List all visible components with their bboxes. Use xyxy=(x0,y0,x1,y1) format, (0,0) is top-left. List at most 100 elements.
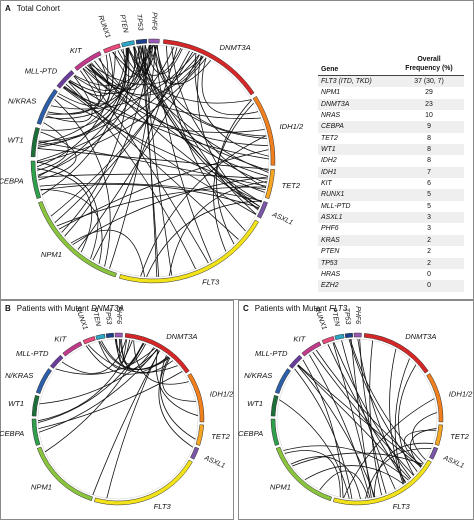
gene-label: CEBPA xyxy=(0,429,24,438)
chord-line xyxy=(369,340,382,496)
chord-line xyxy=(63,86,265,133)
segment-dnmt3a xyxy=(124,333,190,374)
table-cell-frequency: 0 xyxy=(427,270,431,278)
table-row: MLL-PTD 5 xyxy=(318,201,464,212)
segment-flt3 xyxy=(119,219,259,284)
gene-segments: DNMT3A IDH1/2 TET2 ASXL1 FLT3 NPM1 CEBPA WT1 N/K… xyxy=(238,306,473,511)
inner-ring xyxy=(276,338,438,500)
gene-label: WT1 xyxy=(8,136,24,145)
chord-line xyxy=(302,359,344,498)
chord-line xyxy=(216,99,252,245)
chord-line xyxy=(357,338,406,483)
chord-line xyxy=(284,450,341,498)
table-cell-gene: IDH2 xyxy=(321,157,337,165)
gene-label: ASXL1 xyxy=(441,454,465,470)
table-cell-gene: FLT3 (ITD, TKD) xyxy=(321,78,372,85)
chord-line xyxy=(77,54,200,250)
gene-label: DNMT3A xyxy=(219,43,250,52)
table-row: IDH1 7 xyxy=(318,166,464,179)
segment-flt3 xyxy=(332,459,432,506)
table-cell-gene: NPM1 xyxy=(321,89,341,97)
chord-line xyxy=(341,340,396,490)
gene-label: PHF6 xyxy=(150,12,157,30)
chord-line xyxy=(290,456,361,500)
chord-line xyxy=(304,465,404,485)
segment-asxl1 xyxy=(190,446,200,460)
chord-line xyxy=(45,45,141,119)
chord-line xyxy=(68,80,270,160)
gene-label: FLT3 xyxy=(393,502,411,511)
gene-label: WT1 xyxy=(247,399,263,408)
segment-phf6 xyxy=(353,332,362,338)
chord-line xyxy=(332,342,375,498)
chord-line xyxy=(56,95,265,193)
panel-total-cohort: A Total Cohort DNMT3A IDH1/2 TET2 ASXL1 FLT3 N… xyxy=(0,0,474,300)
frequency-table: Gene Overall Frequency (%) FLT3 (ITD, TK… xyxy=(318,43,464,292)
table-row: HRAS 0 xyxy=(318,269,464,280)
chord-line xyxy=(61,339,127,374)
chord-line xyxy=(162,357,197,402)
table-cell-frequency: 2 xyxy=(427,236,431,244)
chord-line xyxy=(394,358,410,484)
segment-wt1 xyxy=(270,394,279,417)
segment-pten xyxy=(121,40,135,48)
table-row: PHF6 3 xyxy=(318,223,464,234)
header-frequency: Overall Frequency (%) xyxy=(405,56,453,72)
segment-pten xyxy=(334,333,345,341)
chord-line xyxy=(153,44,212,262)
chord-line xyxy=(87,45,146,90)
gene-segments: DNMT3A IDH1/2 TET2 ASXL1 FLT3 NPM1 CEBPA WT1 N/K… xyxy=(0,12,304,286)
gene-label: RUNX1 xyxy=(96,15,111,40)
segment-runx1 xyxy=(103,43,121,54)
table-cell-gene: TET2 xyxy=(321,134,338,142)
segment-tet2 xyxy=(434,424,444,446)
chord-line xyxy=(155,349,199,417)
chord-line xyxy=(89,56,204,85)
table-cell-gene: MLL-PTD xyxy=(321,202,351,210)
chord-line xyxy=(56,186,267,227)
table-cell-frequency: 29 xyxy=(425,89,433,97)
segment-n-kras xyxy=(274,368,292,394)
chord-line xyxy=(365,448,432,499)
gene-label: IDH1/2 xyxy=(449,389,473,398)
table-cell-gene: WT1 xyxy=(321,146,336,154)
gene-label: CEBPA xyxy=(238,429,263,438)
segment-idh1-2 xyxy=(187,373,205,423)
chord-line xyxy=(38,371,183,429)
chord-line xyxy=(343,398,435,499)
chord-line xyxy=(50,51,194,217)
gene-label: IDH1/2 xyxy=(210,389,234,398)
chord-line xyxy=(412,412,437,461)
gene-label: TP53 xyxy=(103,307,112,324)
chord-line xyxy=(234,185,266,203)
segment-phf6 xyxy=(114,332,123,338)
gene-label: IDH1/2 xyxy=(280,122,304,131)
chord-layer xyxy=(37,338,199,499)
chord-line xyxy=(398,364,417,476)
segment-mll-ptd xyxy=(288,354,303,369)
table-cell-gene: TP53 xyxy=(321,259,338,267)
segment-mll-ptd xyxy=(56,69,75,89)
segment-runx1 xyxy=(321,336,335,345)
gene-label: PHF6 xyxy=(354,306,361,324)
chord-line xyxy=(58,63,101,107)
chord-line xyxy=(133,45,141,73)
circos-plot-dnmt3a: DNMT3A IDH1/2 TET2 ASXL1 FLT3 NPM1 CEBPA WT1 N/K… xyxy=(0,306,234,511)
segment-n-kras xyxy=(35,368,53,394)
gene-label: TET2 xyxy=(211,432,230,441)
table-cell-gene: NRAS xyxy=(321,112,341,120)
table-cell-gene: HRAS xyxy=(321,270,341,278)
gene-label: KIT xyxy=(70,46,83,55)
chord-line xyxy=(37,340,133,422)
table-cell-gene: CEBPA xyxy=(321,123,344,131)
panel-c-title: C Patients with Mutant FLT3 xyxy=(243,304,348,313)
segment-kit xyxy=(74,51,102,71)
circos-plot-total: DNMT3A IDH1/2 TET2 ASXL1 FLT3 NPM1 CEBPA WT1 N/K… xyxy=(0,12,304,286)
table-row: IDH2 8 xyxy=(318,155,464,166)
table-cell-gene: RUNX1 xyxy=(321,191,345,199)
segment-tp53 xyxy=(105,332,114,339)
segment-tp53 xyxy=(135,38,148,45)
gene-label: ASXL1 xyxy=(202,454,226,470)
segment-cebpa xyxy=(270,418,280,446)
segment-wt1 xyxy=(31,394,40,417)
